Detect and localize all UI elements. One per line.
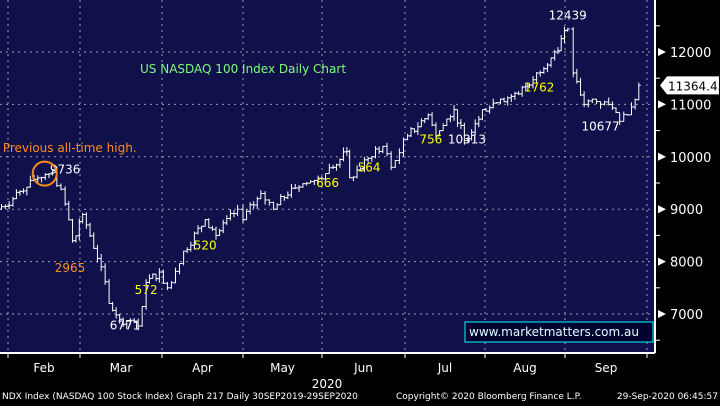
y-tick-arrow	[658, 205, 666, 214]
annotation-label: 564	[358, 160, 381, 174]
annotation-label: 10313	[448, 133, 486, 147]
y-tick-label: 9000	[670, 203, 703, 218]
annotation-label: 1762	[524, 80, 555, 94]
all-time-high-circle	[31, 160, 58, 187]
y-tick-arrow	[658, 48, 666, 56]
y-tick-arrow	[658, 257, 666, 266]
watermark-url: www.marketmatters.com.au	[469, 325, 639, 339]
x-tick-label: Sep	[595, 361, 618, 375]
x-tick-label: Feb	[33, 361, 54, 375]
y-tick-arrow	[658, 310, 666, 318]
footer-timestamp: 29-Sep-2020 06:45:57	[616, 392, 718, 402]
x-tick-label: Aug	[513, 361, 536, 375]
x-tick-label: Apr	[192, 361, 213, 375]
annotation-label: 756	[419, 133, 442, 147]
y-tick-label: 12000	[670, 46, 711, 61]
annotation-label: 10677	[581, 120, 619, 134]
annotation-label: 9736	[50, 163, 81, 177]
y-tick-label: 10000	[670, 151, 711, 166]
y-tick-label: 11000	[670, 98, 711, 113]
footer-left: NDX Index (NASDAQ 100 Stock Index) Graph…	[2, 392, 358, 402]
y-tick-arrow	[658, 100, 666, 109]
annotation-label: 2965	[55, 261, 86, 275]
last-price-tag	[660, 76, 719, 95]
annotation-label: 520	[194, 239, 217, 253]
x-tick-label: Jul	[437, 361, 452, 375]
y-tick-label: 7000	[670, 308, 703, 323]
chart-title: US NASDAQ 100 Index Daily Chart	[140, 62, 346, 76]
x-tick-label: May	[270, 361, 295, 375]
last-price-label: 11364.45	[668, 79, 720, 93]
footer-copyright: Copyright© 2020 Bloomberg Finance L.P.	[396, 392, 582, 402]
annotation-label: 6771	[110, 319, 141, 333]
y-tick-arrow	[658, 152, 666, 161]
x-tick-label: Mar	[110, 361, 133, 375]
watermark-box	[464, 321, 654, 343]
annotation-label: 666	[316, 176, 339, 190]
x-axis-label: 2020	[312, 377, 343, 391]
annotation-label: Previous all-time high.	[3, 141, 137, 155]
x-tick-label: Jun	[353, 361, 373, 375]
annotation-label: 572	[135, 283, 158, 297]
y-tick-label: 8000	[670, 256, 703, 271]
annotation-label: 12439	[549, 9, 587, 23]
